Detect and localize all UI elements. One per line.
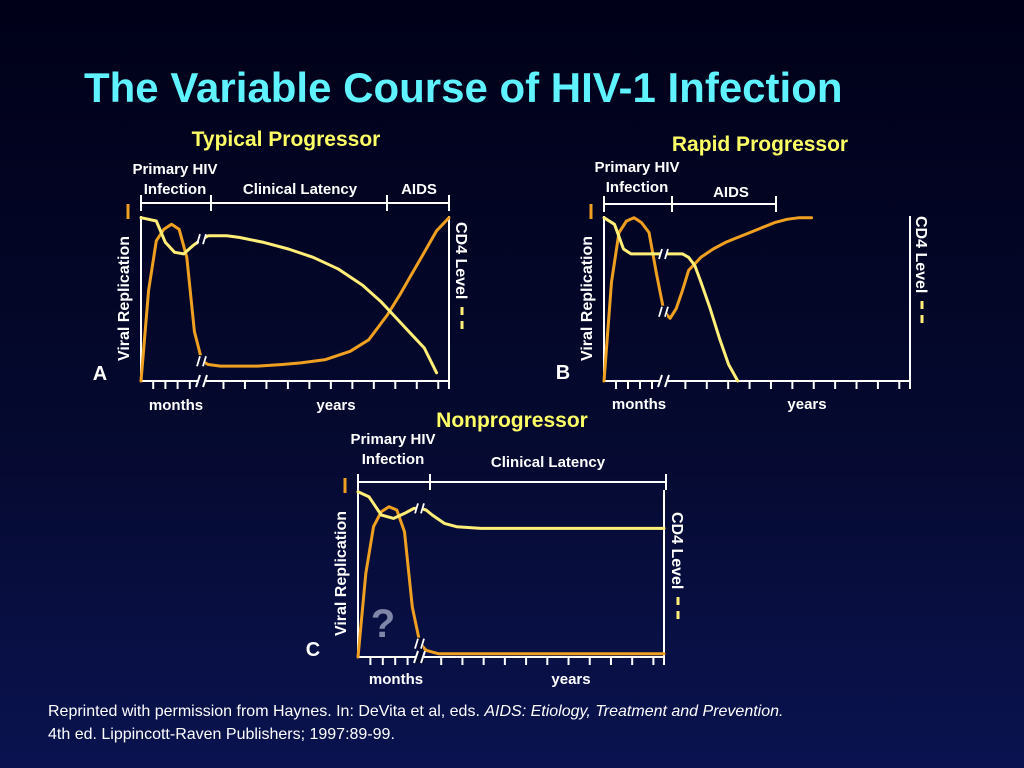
panel-b: Rapid Progressor Primary HIV Infection AIDS… [556,133,929,413]
panel-a: Typical Progressor Primary HIV Infection Cl… [93,128,469,414]
phase-label: Infection [606,179,669,196]
axis-break-gap [416,651,424,663]
phase-label: Infection [144,181,207,198]
curve-break-icon [658,248,669,260]
cd4-level-line-c [356,490,666,530]
phase-label: Infection [362,451,425,468]
viral-replication-axis-label: Viral Replication [579,236,596,361]
curve-break-gap [199,233,205,246]
curve-break-icon [196,355,207,367]
panel-c-title: Nonprogressor [436,409,588,432]
slide-title: The Variable Course of HIV-1 Infection [84,64,843,111]
phase-label: Clinical Latency [243,181,358,198]
viral-replication-axis-label: Viral Replication [116,236,133,361]
axis-break-gap [660,375,668,387]
question-mark-icon: ? [371,602,395,646]
cd4-level-axis-label: CD4 Level [668,512,685,589]
citation-caption: Reprinted with permission from Haynes. I… [48,700,1008,746]
panel-a-title: Typical Progressor [192,128,381,151]
cd4-level-axis-label: CD4 Level [912,216,929,293]
cd4-level-axis-label: CD4 Level [452,222,469,299]
viral-replication-line-a [139,216,451,383]
viral-replication-axis-label: Viral Replication [333,511,350,636]
phase-label: Primary HIV [350,431,435,448]
months-label: months [149,397,203,414]
axis-break-gap [198,375,206,387]
viral-replication-line-c [356,505,666,659]
axis-break-icon [195,374,208,388]
curve-break-gap [661,305,667,318]
phase-label: Primary HIV [594,159,679,176]
curve-break-icon [414,503,425,514]
phase-label: Clinical Latency [491,454,606,471]
citation-prefix: Reprinted with permission from Haynes. I… [48,703,485,720]
axis-break-icon [657,374,670,388]
curve-break-icon [414,638,425,649]
curve-break-gap [417,637,423,650]
cd4-level-line-b [602,216,740,383]
citation-book-title: AIDS: Etiology, Treatment and Prevention… [484,703,784,720]
years-label: years [787,396,826,413]
months-label: months [612,396,666,413]
panel-b-title: Rapid Progressor [672,133,848,156]
years-label: years [316,397,355,414]
months-label: months [369,671,423,688]
viral-replication-line-b [602,216,814,383]
curve-break-gap [199,355,205,368]
phase-label: AIDS [401,181,437,198]
phase-label: AIDS [713,184,749,201]
curve-break-gap [661,247,667,260]
axis-break-icon [413,650,426,664]
years-label: years [551,671,590,688]
curve-break-icon [196,233,207,245]
curve-break-gap [417,502,423,515]
panel-letter: A [93,363,107,385]
curve-break-icon [658,306,669,317]
panel-letter: B [556,362,570,384]
citation-details: 4th ed. Lippincott-Raven Publishers; 199… [48,726,395,743]
cd4-level-line-a [139,216,439,375]
panel-letter: C [306,639,320,661]
phase-label: Primary HIV [132,161,217,178]
